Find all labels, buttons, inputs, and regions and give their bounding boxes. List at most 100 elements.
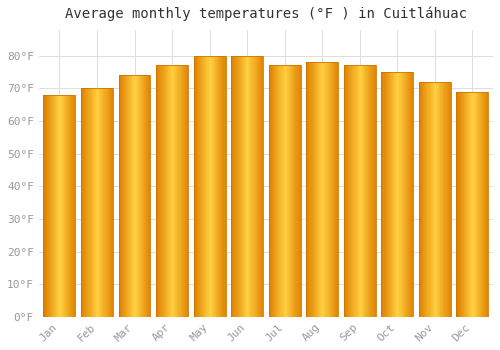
Bar [404,72,405,317]
Bar [390,72,391,317]
Bar [158,65,160,317]
Bar [232,56,234,317]
Bar [50,95,51,317]
Bar [462,92,463,317]
Bar [320,62,321,317]
Bar [98,88,99,317]
Bar [482,92,483,317]
Bar [194,56,196,317]
Bar [111,88,112,317]
Bar [198,56,199,317]
Bar [212,56,213,317]
Bar [410,72,411,317]
Bar [184,65,185,317]
Bar [112,88,113,317]
Bar [250,56,252,317]
Bar [388,72,389,317]
Bar [396,72,398,317]
Bar [464,92,465,317]
Bar [286,65,287,317]
Bar [166,65,167,317]
Bar [234,56,236,317]
Bar [287,65,288,317]
Bar [436,82,437,317]
Bar [423,82,424,317]
Bar [140,75,141,317]
Bar [74,95,76,317]
Bar [389,72,390,317]
Bar [428,82,430,317]
Bar [203,56,204,317]
Bar [450,82,451,317]
Bar [474,92,476,317]
Bar [56,95,58,317]
Bar [460,92,462,317]
Bar [186,65,187,317]
Bar [172,65,173,317]
Bar [419,82,451,317]
Bar [312,62,314,317]
Bar [44,95,76,317]
Bar [310,62,312,317]
Bar [466,92,467,317]
Bar [306,62,308,317]
Bar [254,56,256,317]
Bar [365,65,366,317]
Bar [465,92,466,317]
Bar [364,65,365,317]
Bar [346,65,347,317]
Bar [362,65,363,317]
Bar [54,95,55,317]
Bar [344,65,345,317]
Bar [440,82,441,317]
Bar [334,62,335,317]
Bar [160,65,162,317]
Bar [347,65,348,317]
Bar [444,82,446,317]
Bar [53,95,54,317]
Bar [51,95,52,317]
Bar [456,92,458,317]
Bar [208,56,210,317]
Bar [46,95,48,317]
Bar [273,65,274,317]
Bar [374,65,376,317]
Bar [336,62,337,317]
Bar [99,88,100,317]
Bar [90,88,92,317]
Bar [409,72,410,317]
Bar [268,65,270,317]
Bar [95,88,96,317]
Bar [408,72,409,317]
Bar [442,82,444,317]
Bar [52,95,53,317]
Bar [367,65,368,317]
Bar [382,72,414,317]
Bar [352,65,354,317]
Bar [129,75,130,317]
Bar [322,62,324,317]
Bar [411,72,412,317]
Bar [84,88,86,317]
Bar [70,95,71,317]
Bar [394,72,395,317]
Bar [437,82,438,317]
Bar [224,56,226,317]
Bar [319,62,320,317]
Bar [164,65,166,317]
Bar [421,82,422,317]
Bar [448,82,450,317]
Bar [86,88,88,317]
Bar [176,65,178,317]
Bar [306,62,338,317]
Bar [407,72,408,317]
Bar [213,56,214,317]
Bar [441,82,442,317]
Bar [48,95,49,317]
Bar [470,92,472,317]
Bar [210,56,212,317]
Bar [148,75,150,317]
Bar [247,56,248,317]
Bar [201,56,202,317]
Bar [456,92,488,317]
